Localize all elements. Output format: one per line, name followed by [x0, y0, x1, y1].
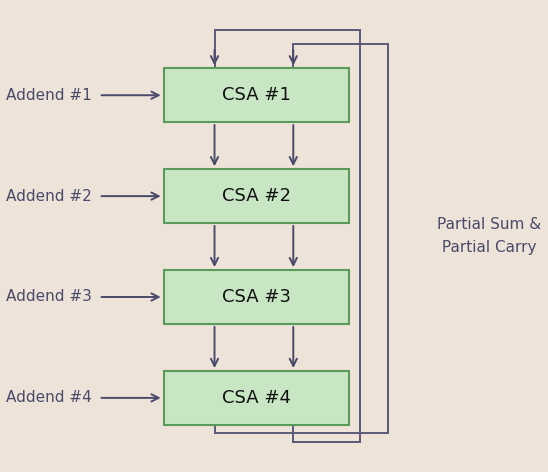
Text: CSA #2: CSA #2: [222, 187, 291, 205]
Bar: [163, 371, 349, 425]
Text: Addend #1: Addend #1: [6, 88, 92, 103]
Text: Addend #3: Addend #3: [6, 289, 92, 304]
Text: CSA #3: CSA #3: [222, 288, 291, 306]
Bar: [163, 270, 349, 324]
Text: CSA #4: CSA #4: [222, 389, 291, 407]
Bar: [163, 169, 349, 223]
Text: Addend #2: Addend #2: [6, 189, 92, 203]
Text: Partial Sum &
 Partial Carry: Partial Sum & Partial Carry: [437, 218, 541, 254]
Bar: [163, 68, 349, 122]
Text: CSA #1: CSA #1: [222, 86, 290, 104]
Text: Addend #4: Addend #4: [6, 390, 92, 405]
